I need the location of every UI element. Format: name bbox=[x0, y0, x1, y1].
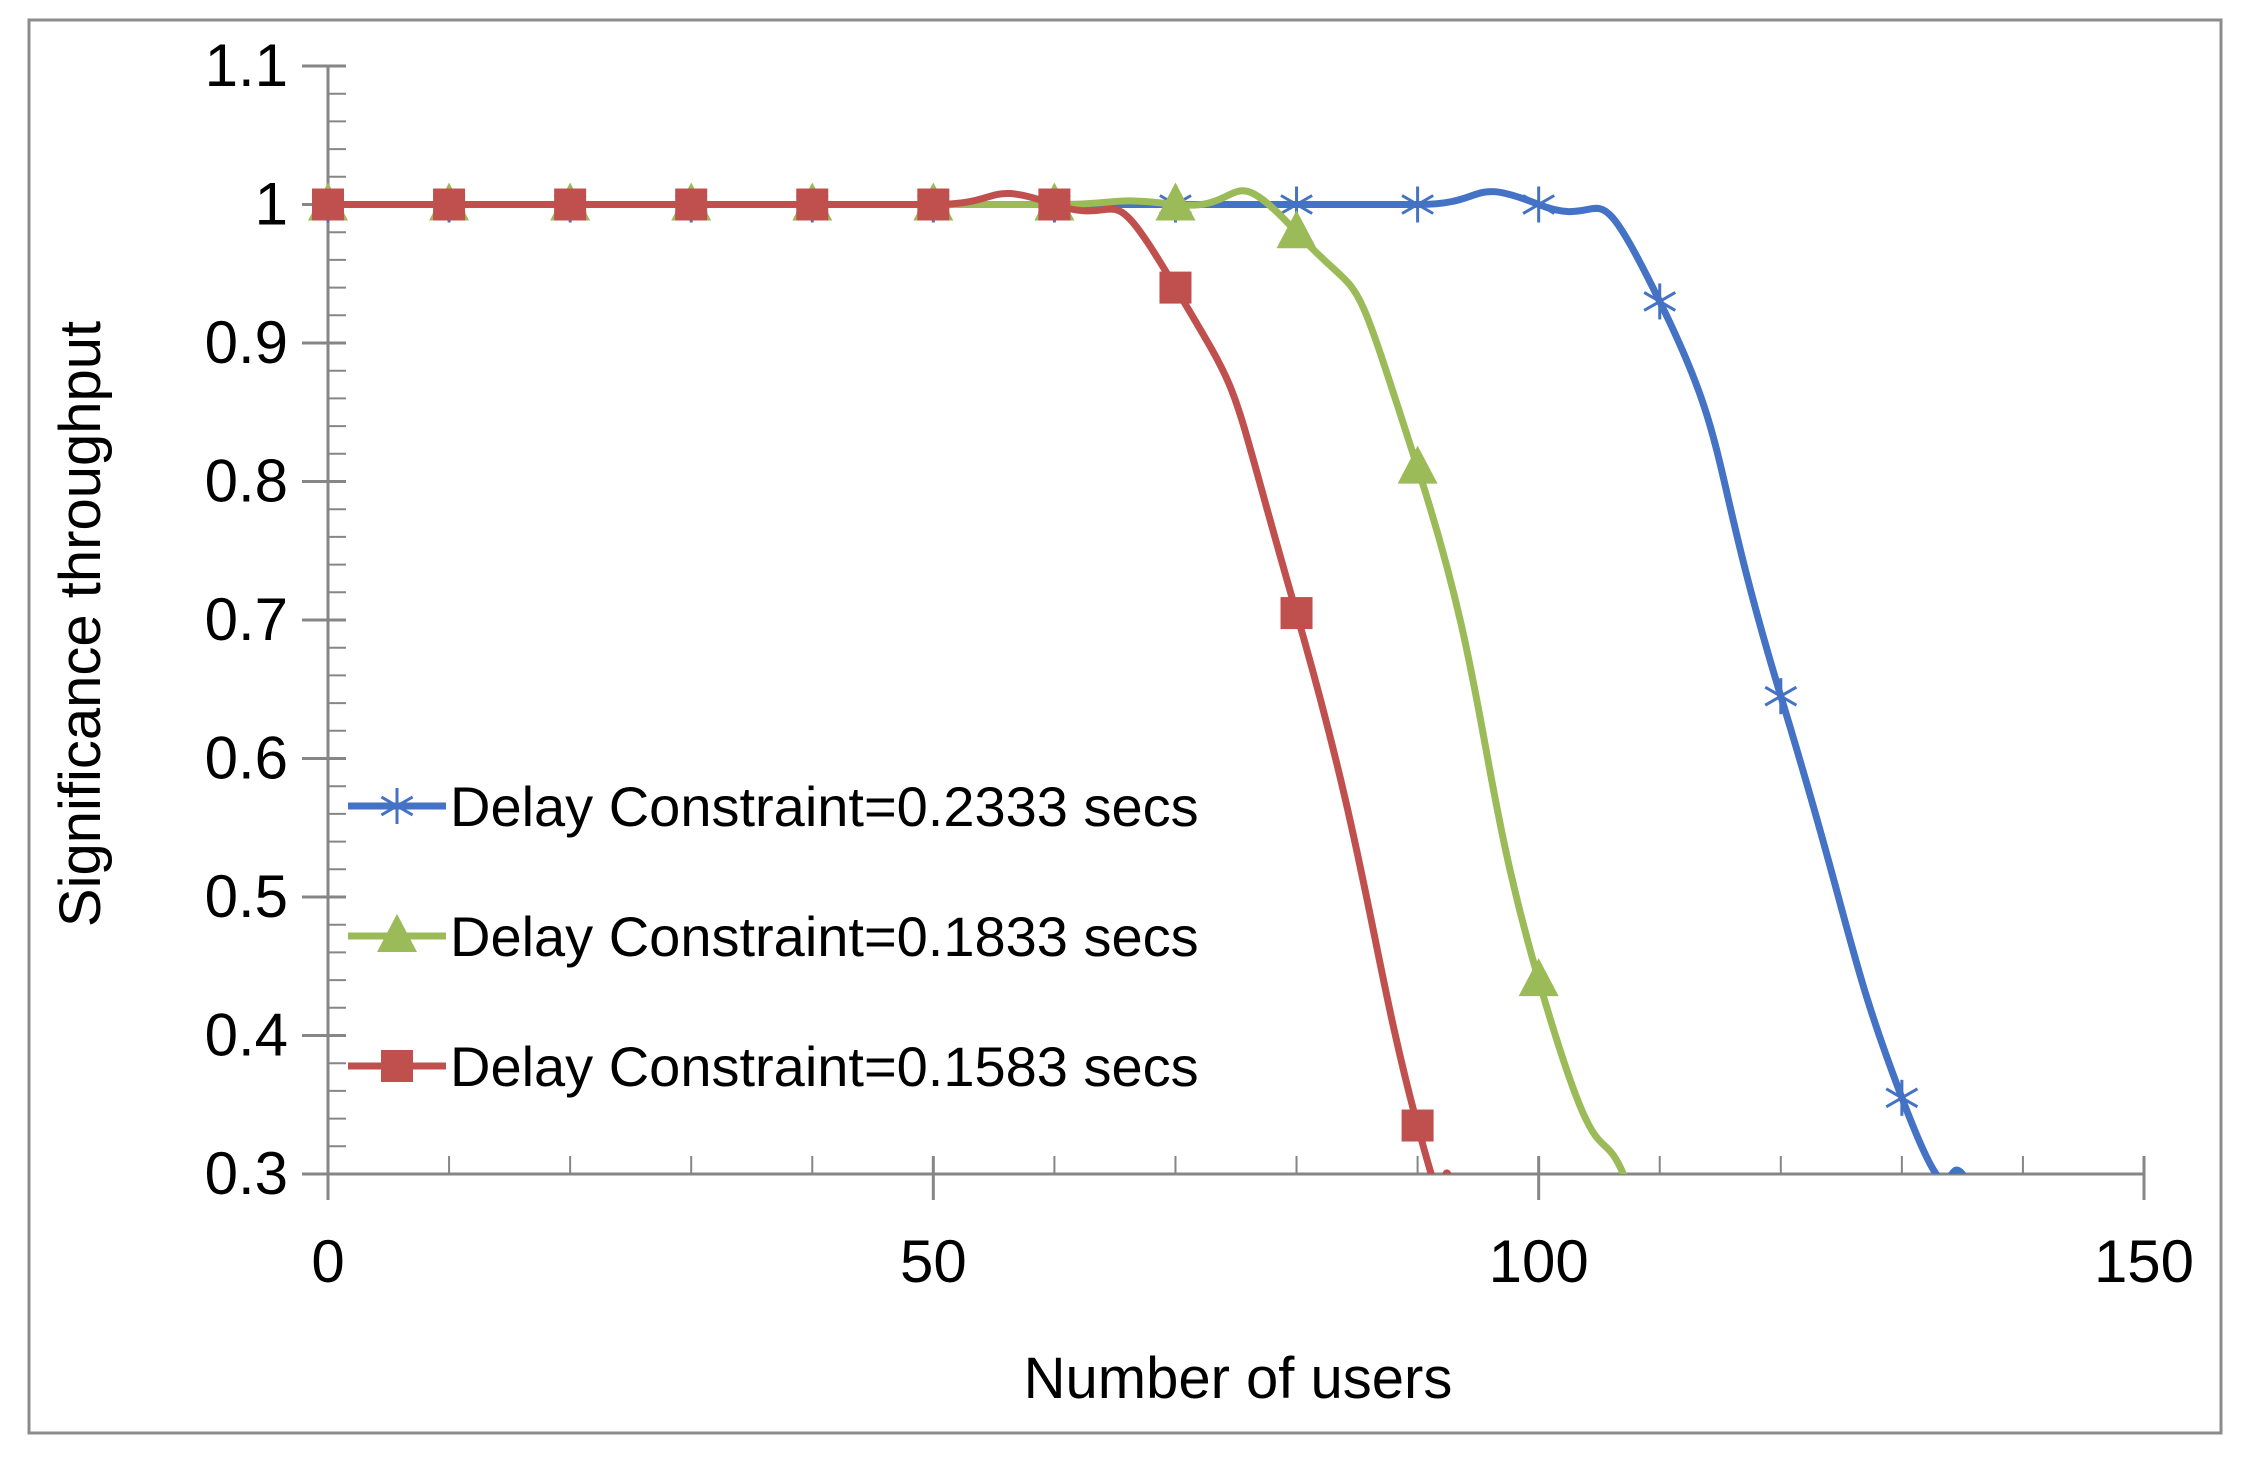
data-point bbox=[1159, 271, 1192, 304]
legend-label: Delay Constraint=0.1583 secs bbox=[450, 1035, 1199, 1098]
y-tick-label: 0.8 bbox=[205, 448, 288, 515]
star-marker-stroke bbox=[1764, 685, 1798, 707]
data-point bbox=[1885, 1079, 1919, 1116]
y-tick-label: 0.7 bbox=[205, 586, 288, 653]
data-point bbox=[1522, 186, 1556, 223]
data-point bbox=[1280, 597, 1313, 630]
x-tick-label: 50 bbox=[900, 1228, 967, 1295]
data-point bbox=[1764, 678, 1798, 715]
data-point bbox=[554, 188, 587, 221]
data-point bbox=[1401, 186, 1434, 223]
x-axis-title: Number of users bbox=[1024, 1346, 1453, 1411]
axes: 0.3 0.4 0.5 0.6 0.7 0.8 0.9 1 1.1 0 50 100 150 bbox=[205, 32, 2194, 1295]
legend-item: Delay Constraint=0.1833 secs bbox=[348, 905, 1199, 968]
x-tick-label: 100 bbox=[1489, 1228, 1589, 1295]
star-marker-stroke bbox=[1280, 194, 1313, 215]
y-axis-title: Significance throughput bbox=[48, 321, 113, 927]
y-tick-label: 0.4 bbox=[205, 1002, 288, 1069]
y-tick-label: 0.9 bbox=[205, 309, 288, 376]
y-tick-label: 0.5 bbox=[205, 863, 288, 930]
y-tick-label: 0.6 bbox=[205, 725, 288, 792]
legend-item: Delay Constraint=0.2333 secs bbox=[348, 775, 1199, 838]
y-tick-label: 0.3 bbox=[205, 1140, 288, 1207]
legend-item: Delay Constraint=0.1583 secs bbox=[348, 1035, 1199, 1098]
data-point bbox=[312, 188, 344, 221]
data-point bbox=[1397, 445, 1438, 484]
data-point bbox=[796, 188, 829, 221]
data-point bbox=[433, 188, 466, 221]
star-marker-stroke bbox=[380, 795, 414, 817]
data-point bbox=[1401, 1109, 1434, 1142]
series-3 bbox=[312, 188, 1452, 1174]
legend-marker bbox=[380, 788, 414, 824]
data-point bbox=[1038, 188, 1071, 221]
data-point bbox=[1643, 283, 1677, 320]
legend-label: Delay Constraint=0.1833 secs bbox=[450, 905, 1199, 968]
legend-label: Delay Constraint=0.2333 secs bbox=[450, 775, 1199, 838]
y-tick-label: 1.1 bbox=[205, 32, 288, 99]
legend: Delay Constraint=0.2333 secs Delay Constr… bbox=[348, 775, 1199, 1098]
x-tick-label: 150 bbox=[2094, 1228, 2194, 1295]
data-point bbox=[1276, 210, 1317, 249]
chart-frame bbox=[27, 18, 2223, 1435]
data-point bbox=[917, 188, 950, 221]
legend-marker bbox=[381, 1050, 413, 1082]
star-marker-stroke bbox=[1401, 194, 1434, 215]
star-marker-stroke bbox=[1885, 1087, 1919, 1109]
data-point bbox=[1155, 182, 1196, 221]
y-tick-label: 1 bbox=[255, 171, 288, 238]
data-point bbox=[1518, 958, 1559, 997]
star-marker-stroke bbox=[1643, 291, 1677, 312]
x-tick-label: 0 bbox=[311, 1228, 344, 1295]
star-marker-stroke bbox=[1522, 194, 1556, 215]
series-layer bbox=[308, 182, 1966, 1174]
legend-marker bbox=[377, 914, 417, 952]
data-point bbox=[675, 188, 708, 221]
